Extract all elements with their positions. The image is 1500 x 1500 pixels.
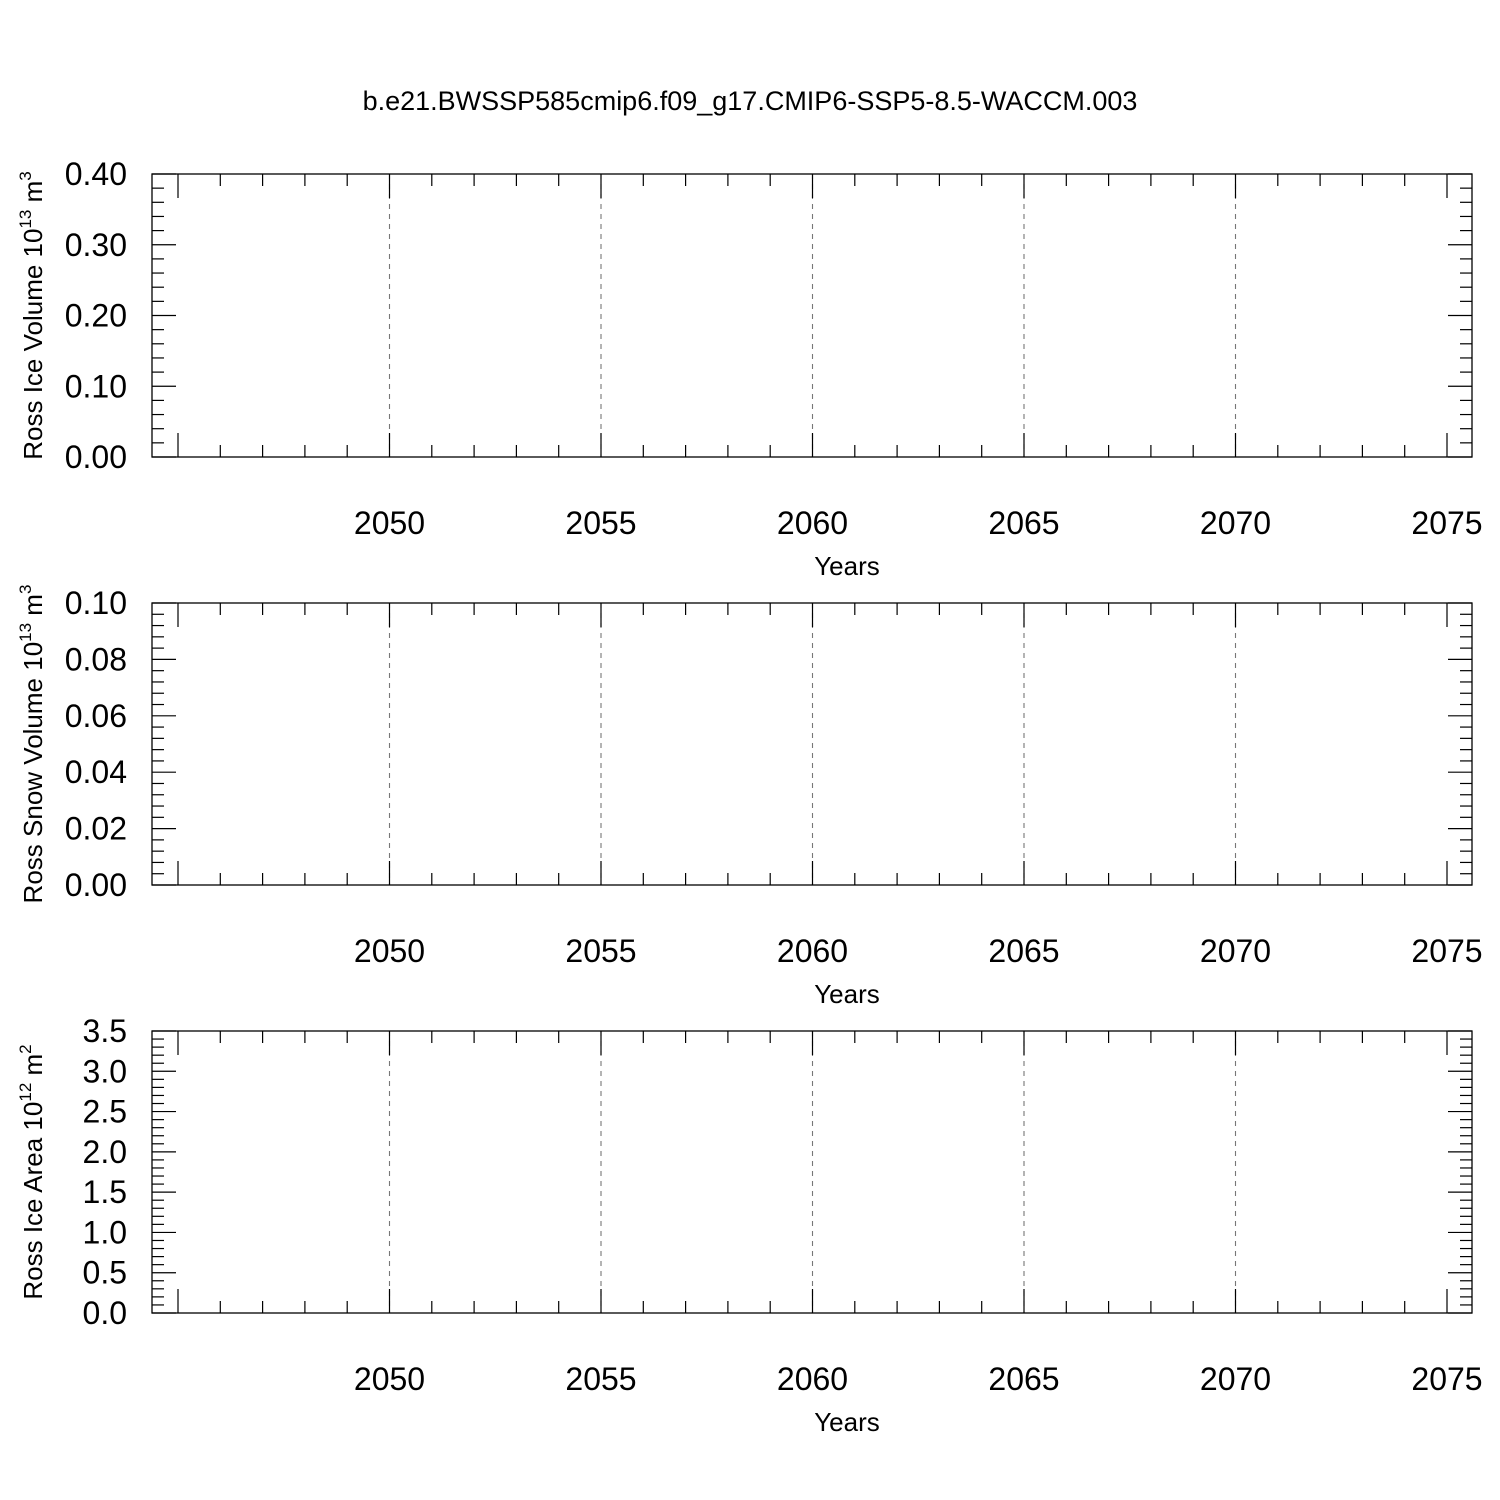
y-tick-label: 0.04 <box>65 754 127 790</box>
x-tick-label: 2050 <box>354 505 425 541</box>
y-tick-label: 2.5 <box>83 1094 127 1130</box>
x-axis-title: Years <box>814 979 880 1009</box>
y-tick-label: 0.0 <box>83 1295 127 1331</box>
x-axis-title: Years <box>814 551 880 581</box>
chart-panel-1: 2050 2055 2060 2065 2070 2075 Years 0.00 0.10 0.2… <box>16 156 1483 581</box>
chart-panel-2: 2050 2055 2060 2065 2070 2075 Years 0.00 0.02 0.0… <box>16 585 1483 1009</box>
chart-title: b.e21.BWSSP585cmip6.f09_g17.CMIP6-SSP5-8… <box>363 86 1138 116</box>
x-tick-label: 2060 <box>777 933 848 969</box>
x-axis-title: Years <box>814 1407 880 1437</box>
y-tick-label: 2.0 <box>83 1134 127 1170</box>
y-tick-label: 1.5 <box>83 1174 127 1210</box>
x-tick-label: 2055 <box>565 1361 636 1397</box>
y-axis-title: Ross Ice Area 1012 m2 <box>16 1044 48 1299</box>
y-tick-label: 0.00 <box>65 439 127 475</box>
y-tick-label: 0.02 <box>65 811 127 847</box>
x-tick-label: 2070 <box>1200 1361 1271 1397</box>
x-tick-label: 2055 <box>565 505 636 541</box>
x-tick-label: 2055 <box>565 933 636 969</box>
x-tick-label: 2070 <box>1200 933 1271 969</box>
y-tick-label: 0.30 <box>65 227 127 263</box>
y-axis-title: Ross Ice Volume 1013 m3 <box>16 171 48 460</box>
y-tick-label: 3.5 <box>83 1013 127 1049</box>
x-tick-label: 2065 <box>988 1361 1059 1397</box>
x-tick-label: 2075 <box>1411 1361 1482 1397</box>
y-tick-label: 0.10 <box>65 585 127 621</box>
chart-panel-3: 2050 2055 2060 2065 2070 2075 Years 0.0 0.5 1.0 1.… <box>16 1013 1483 1437</box>
x-tick-label: 2060 <box>777 505 848 541</box>
panels: 2050 2055 2060 2065 2070 2075 Years 0.00 0.10 0.2… <box>16 156 1483 1437</box>
x-tick-label: 2065 <box>988 505 1059 541</box>
y-tick-label: 0.20 <box>65 298 127 334</box>
x-tick-label: 2075 <box>1411 505 1482 541</box>
y-axis-title: Ross Snow Volume 1013 m3 <box>16 585 48 904</box>
x-tick-label: 2075 <box>1411 933 1482 969</box>
y-tick-label: 0.08 <box>65 641 127 677</box>
y-tick-label: 0.10 <box>65 368 127 404</box>
y-tick-label: 0.40 <box>65 156 127 192</box>
x-tick-label: 2065 <box>988 933 1059 969</box>
y-tick-label: 0.06 <box>65 698 127 734</box>
x-tick-label: 2060 <box>777 1361 848 1397</box>
x-tick-label: 2050 <box>354 933 425 969</box>
y-tick-label: 0.00 <box>65 867 127 903</box>
x-tick-label: 2050 <box>354 1361 425 1397</box>
y-tick-label: 1.0 <box>83 1214 127 1250</box>
y-tick-label: 0.5 <box>83 1255 127 1291</box>
x-tick-label: 2070 <box>1200 505 1271 541</box>
y-tick-label: 3.0 <box>83 1053 127 1089</box>
